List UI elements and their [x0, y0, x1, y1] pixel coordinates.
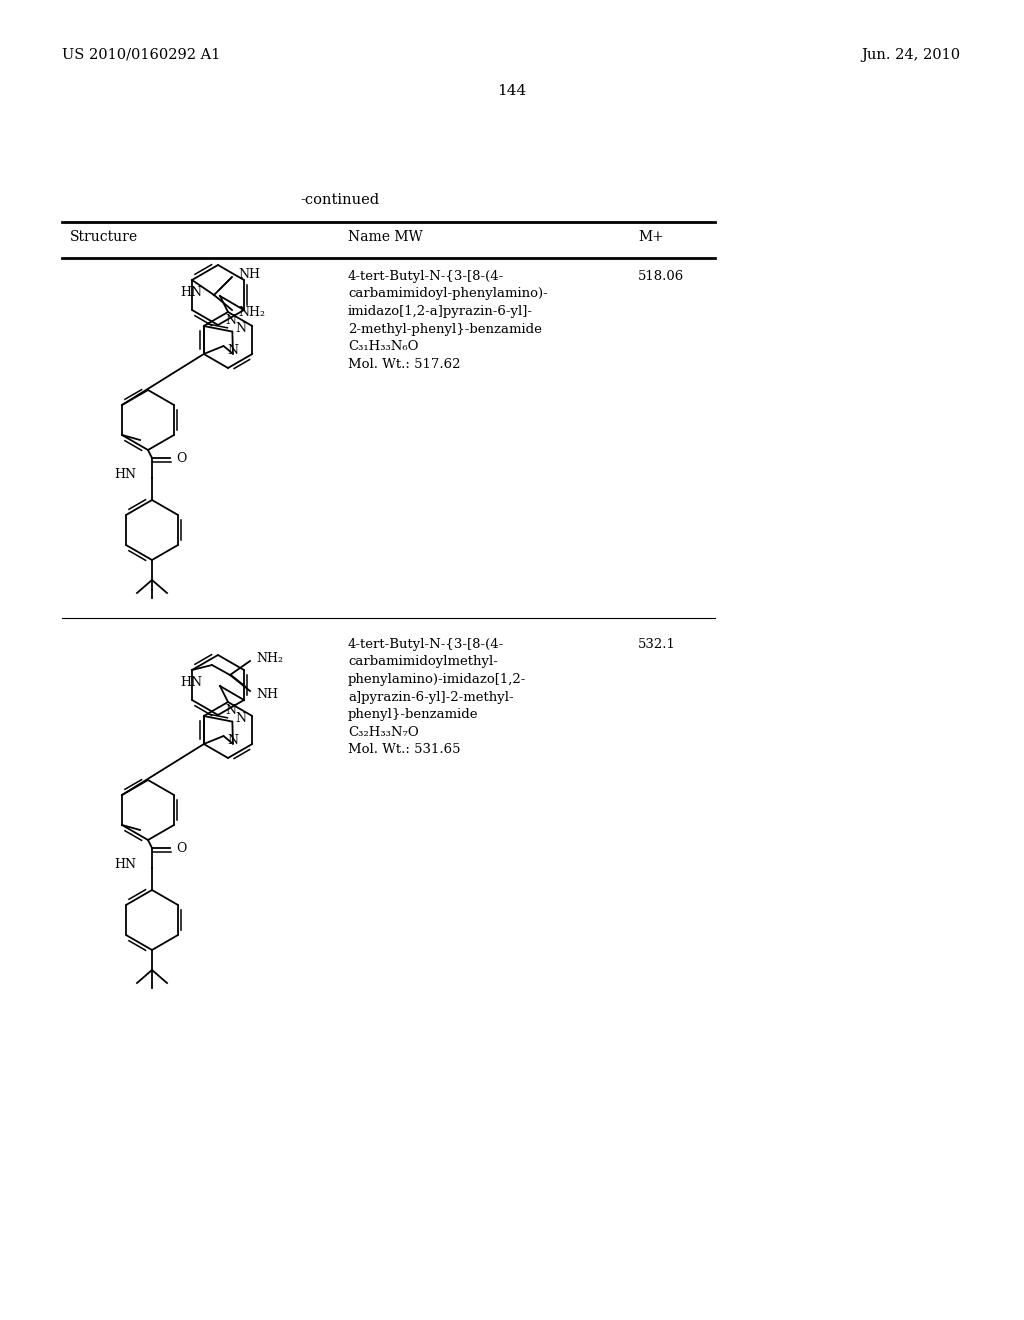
Text: N: N — [236, 322, 246, 334]
Text: 532.1: 532.1 — [638, 638, 676, 651]
Text: 144: 144 — [498, 84, 526, 98]
Text: N: N — [227, 734, 239, 747]
Text: NH: NH — [238, 268, 260, 281]
Text: Jun. 24, 2010: Jun. 24, 2010 — [861, 48, 961, 62]
Text: N: N — [236, 711, 246, 725]
Text: HN: HN — [180, 676, 202, 689]
Text: HN: HN — [180, 285, 202, 298]
Text: -continued: -continued — [300, 193, 380, 207]
Text: HN: HN — [114, 467, 136, 480]
Text: US 2010/0160292 A1: US 2010/0160292 A1 — [62, 48, 220, 62]
Text: N: N — [225, 704, 236, 717]
Text: N: N — [227, 345, 239, 356]
Text: O: O — [176, 842, 186, 854]
Text: 518.06: 518.06 — [638, 271, 684, 282]
Text: Structure: Structure — [70, 230, 138, 244]
Text: NH₂: NH₂ — [256, 652, 283, 665]
Text: NH: NH — [256, 689, 279, 701]
Text: 4-tert-Butyl-N-{3-[8-(4-
carbamimidoyl-phenylamino)-
imidazo[1,2-a]pyrazin-6-yl]: 4-tert-Butyl-N-{3-[8-(4- carbamimidoyl-p… — [348, 271, 548, 371]
Text: HN: HN — [114, 858, 136, 870]
Text: 4-tert-Butyl-N-{3-[8-(4-
carbamimidoylmethyl-
phenylamino)-imidazo[1,2-
a]pyrazi: 4-tert-Butyl-N-{3-[8-(4- carbamimidoylme… — [348, 638, 526, 756]
Text: N: N — [225, 314, 236, 326]
Text: NH₂: NH₂ — [238, 305, 265, 318]
Text: Name MW: Name MW — [348, 230, 423, 244]
Text: M+: M+ — [638, 230, 664, 244]
Text: O: O — [176, 451, 186, 465]
